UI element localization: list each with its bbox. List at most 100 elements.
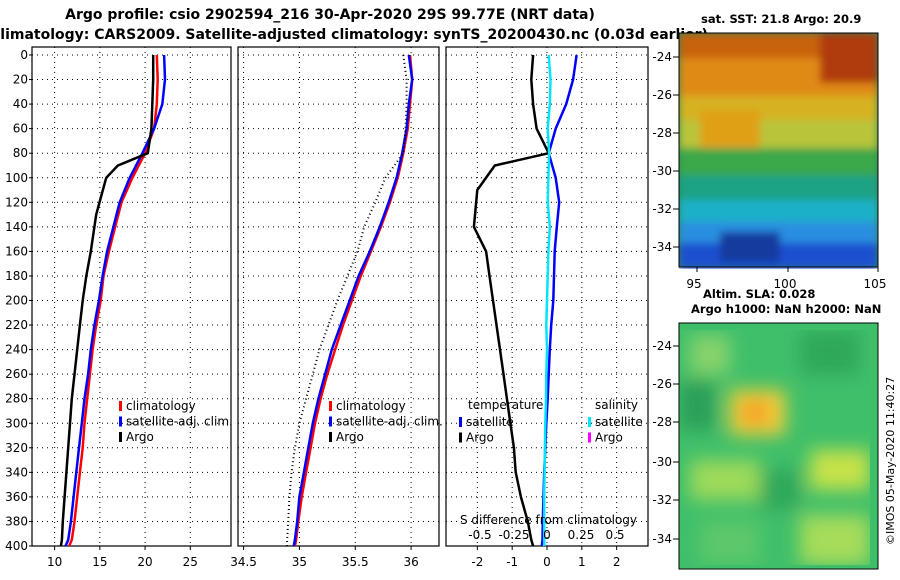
y-tick-label: 400 [5, 539, 28, 553]
x-tick-label: 2 [613, 555, 621, 569]
legend-swatch [459, 432, 462, 443]
chart-title-line1: Argo profile: csio 2902594_216 30-Apr-20… [65, 7, 595, 23]
y-tick-label: 320 [5, 441, 28, 455]
panel-salinity: 34.5 35 35.5 36 [230, 46, 440, 569]
y-tick-label: 20 [13, 73, 28, 87]
y-tick-label: 120 [5, 195, 28, 209]
sla-lat-tick-label: -34 [652, 532, 672, 546]
x-tick-label: -2 [471, 555, 483, 569]
legend-label: Argo [595, 431, 623, 445]
legend-swatch [119, 432, 122, 442]
legend-label: Argo [466, 431, 494, 445]
legend-swatch [329, 432, 332, 442]
x-tick-label: 0 [543, 555, 551, 569]
y-tick-label: 260 [5, 367, 28, 381]
y-tick-label: 300 [5, 416, 28, 430]
sla-map [678, 322, 879, 570]
series-group [472, 54, 578, 546]
y-tick-label: 160 [5, 244, 28, 258]
y-tick-label: 240 [5, 343, 28, 357]
x-tick-label: 10 [47, 555, 62, 569]
sst-lat-tick-label: -34 [652, 240, 672, 254]
sla-map-label: Altim. SLA: 0.028 [703, 287, 816, 301]
legend-swatch [459, 417, 462, 427]
legend-swatch [119, 416, 122, 427]
x-tick-label: 36 [403, 555, 418, 569]
x-tick-label: 35 [292, 555, 307, 569]
series-line-temperature-argo [472, 54, 550, 546]
sla-lat-tick-label: -26 [652, 377, 672, 391]
y-tick-label: 0 [20, 48, 28, 62]
series-group [59, 54, 167, 546]
series-line-argo [59, 55, 155, 546]
bottom-tick-label: -0.5 [468, 528, 491, 542]
y-tick-label: 200 [5, 294, 28, 308]
copyright-label: ©IMOS 05-May-2020 11:40:27 [884, 376, 897, 545]
legend-difference-panel: temperature satellite Argo salinity satellit… [459, 398, 643, 542]
series-line-satellite-adj-clim- [292, 54, 414, 546]
x-tick-label: 15 [92, 555, 107, 569]
legend-temperature-panel: climatology satellite-adj. clim.Argo [119, 399, 233, 444]
series-group [286, 54, 414, 546]
legend-title-salinity: salinity [595, 398, 638, 412]
legend-swatch [588, 417, 591, 427]
sst-lon-tick-label: 105 [864, 277, 887, 291]
legend-label: climatology [126, 399, 196, 413]
x-tick-label: 35.5 [342, 555, 369, 569]
sst-lat-tick-label: -28 [652, 126, 672, 140]
legend-label: satellite [595, 415, 643, 429]
sst-lat-tick-label: -24 [652, 50, 672, 64]
y-tick-label: 60 [13, 122, 28, 136]
sst-lat-tick-label: -32 [652, 202, 672, 216]
y-tick-label: 220 [5, 318, 28, 332]
y-tick-label: 100 [5, 171, 28, 185]
panel-difference: -2 -1 0 1 2 [445, 46, 649, 569]
sst-lon-tick-label: 100 [774, 277, 797, 291]
panel-frame [237, 46, 440, 547]
y-tick-label: 40 [13, 97, 28, 111]
x-tick-label: 1 [578, 555, 586, 569]
x-tick-label: 25 [183, 555, 198, 569]
sla-lat-tick-label: -32 [652, 493, 672, 507]
x-tick-label: 20 [137, 555, 152, 569]
bottom-tick-label: 0.5 [605, 528, 624, 542]
argo-height-label: Argo h1000: NaN h2000: NaN [691, 302, 882, 316]
legend-label: Argo [126, 430, 154, 444]
y-tick-label: 360 [5, 490, 28, 504]
sla-lat-tick-label: -30 [652, 455, 672, 469]
x-tick-label: 34.5 [230, 555, 257, 569]
series-line-satellite-adj-clim- [64, 54, 167, 546]
bottom-axis-label: S difference from climatology [460, 513, 637, 527]
sst-map-label: sat. SST: 21.8 Argo: 20.9 [701, 12, 862, 26]
legend-swatch [329, 416, 332, 427]
legend-swatch [329, 401, 332, 411]
panel-temperature: 10 15 20 25 0 20 40 60 80 100 120 140 160 180 200 220 24… [5, 46, 232, 569]
sla-lat-tick-label: -24 [652, 339, 672, 353]
y-tick-label: 80 [13, 146, 28, 160]
legend-title-temperature: temperature [468, 398, 543, 412]
x-tick-label: -1 [506, 555, 518, 569]
sst-lon-tick-label: 95 [686, 277, 701, 291]
legend-label: satellite-adj. clim. [126, 415, 233, 429]
series-line-salinity-satellite [542, 54, 552, 546]
y-tick-label: 280 [5, 392, 28, 406]
y-tick-label: 180 [5, 269, 28, 283]
legend-swatch [119, 401, 122, 411]
bottom-tick-label: 0 [543, 528, 551, 542]
legend-label: satellite [466, 415, 514, 429]
legend-label: satellite-adj. clim. [336, 415, 443, 429]
sst-lat-tick-label: -26 [652, 88, 672, 102]
y-tick-label: 140 [5, 220, 28, 234]
sla-lat-tick-label: -28 [652, 415, 672, 429]
chart-title-line2: Climatology: CARS2009. Satellite-adjuste… [0, 27, 708, 43]
bottom-tick-label: -0.25 [498, 528, 529, 542]
legend-label: climatology [336, 399, 406, 413]
bottom-tick-label: 0.25 [568, 528, 595, 542]
panel-frame [31, 46, 232, 547]
y-tick-label: 380 [5, 514, 28, 528]
legend-swatch [588, 432, 591, 443]
sst-map [678, 32, 879, 269]
legend-salinity-panel: climatology satellite-adj. clim.Argo [329, 399, 443, 444]
y-tick-label: 340 [5, 465, 28, 479]
